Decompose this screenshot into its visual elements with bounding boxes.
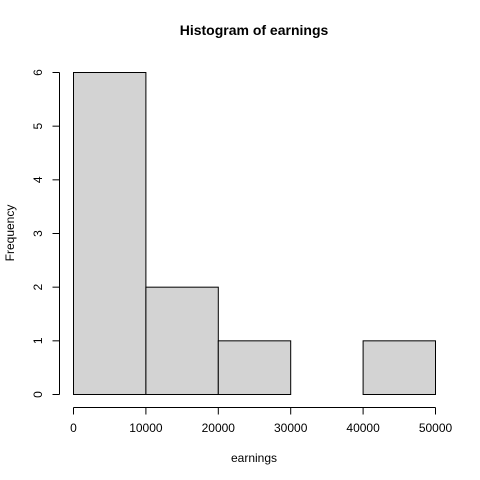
x-tick-label: 10000 xyxy=(129,421,163,435)
y-tick-label: 4 xyxy=(31,176,45,183)
x-tick-label: 20000 xyxy=(202,421,236,435)
x-tick-label: 30000 xyxy=(274,421,308,435)
y-axis: 0 1 2 3 4 5 6 xyxy=(31,69,60,398)
y-tick-label: 6 xyxy=(31,69,45,76)
y-tick-label: 3 xyxy=(31,230,45,237)
x-axis-label: earnings xyxy=(231,451,277,465)
histogram-bar xyxy=(217,340,292,396)
chart-title: Histogram of earnings xyxy=(180,22,329,38)
x-tick-label: 50000 xyxy=(419,421,453,435)
x-tick-label: 0 xyxy=(70,421,77,435)
x-tick-label: 40000 xyxy=(346,421,380,435)
y-axis-label: Frequency xyxy=(3,205,17,262)
y-tick-label: 2 xyxy=(31,284,45,291)
histogram-bar xyxy=(73,72,147,395)
y-tick-label: 5 xyxy=(31,123,45,130)
histogram-bar xyxy=(362,340,437,396)
bars-group xyxy=(73,72,437,396)
histogram-bar xyxy=(145,286,219,395)
y-tick-label: 0 xyxy=(31,391,45,398)
y-tick-label: 1 xyxy=(31,337,45,344)
x-axis: 0 10000 20000 30000 40000 50000 xyxy=(70,407,453,435)
